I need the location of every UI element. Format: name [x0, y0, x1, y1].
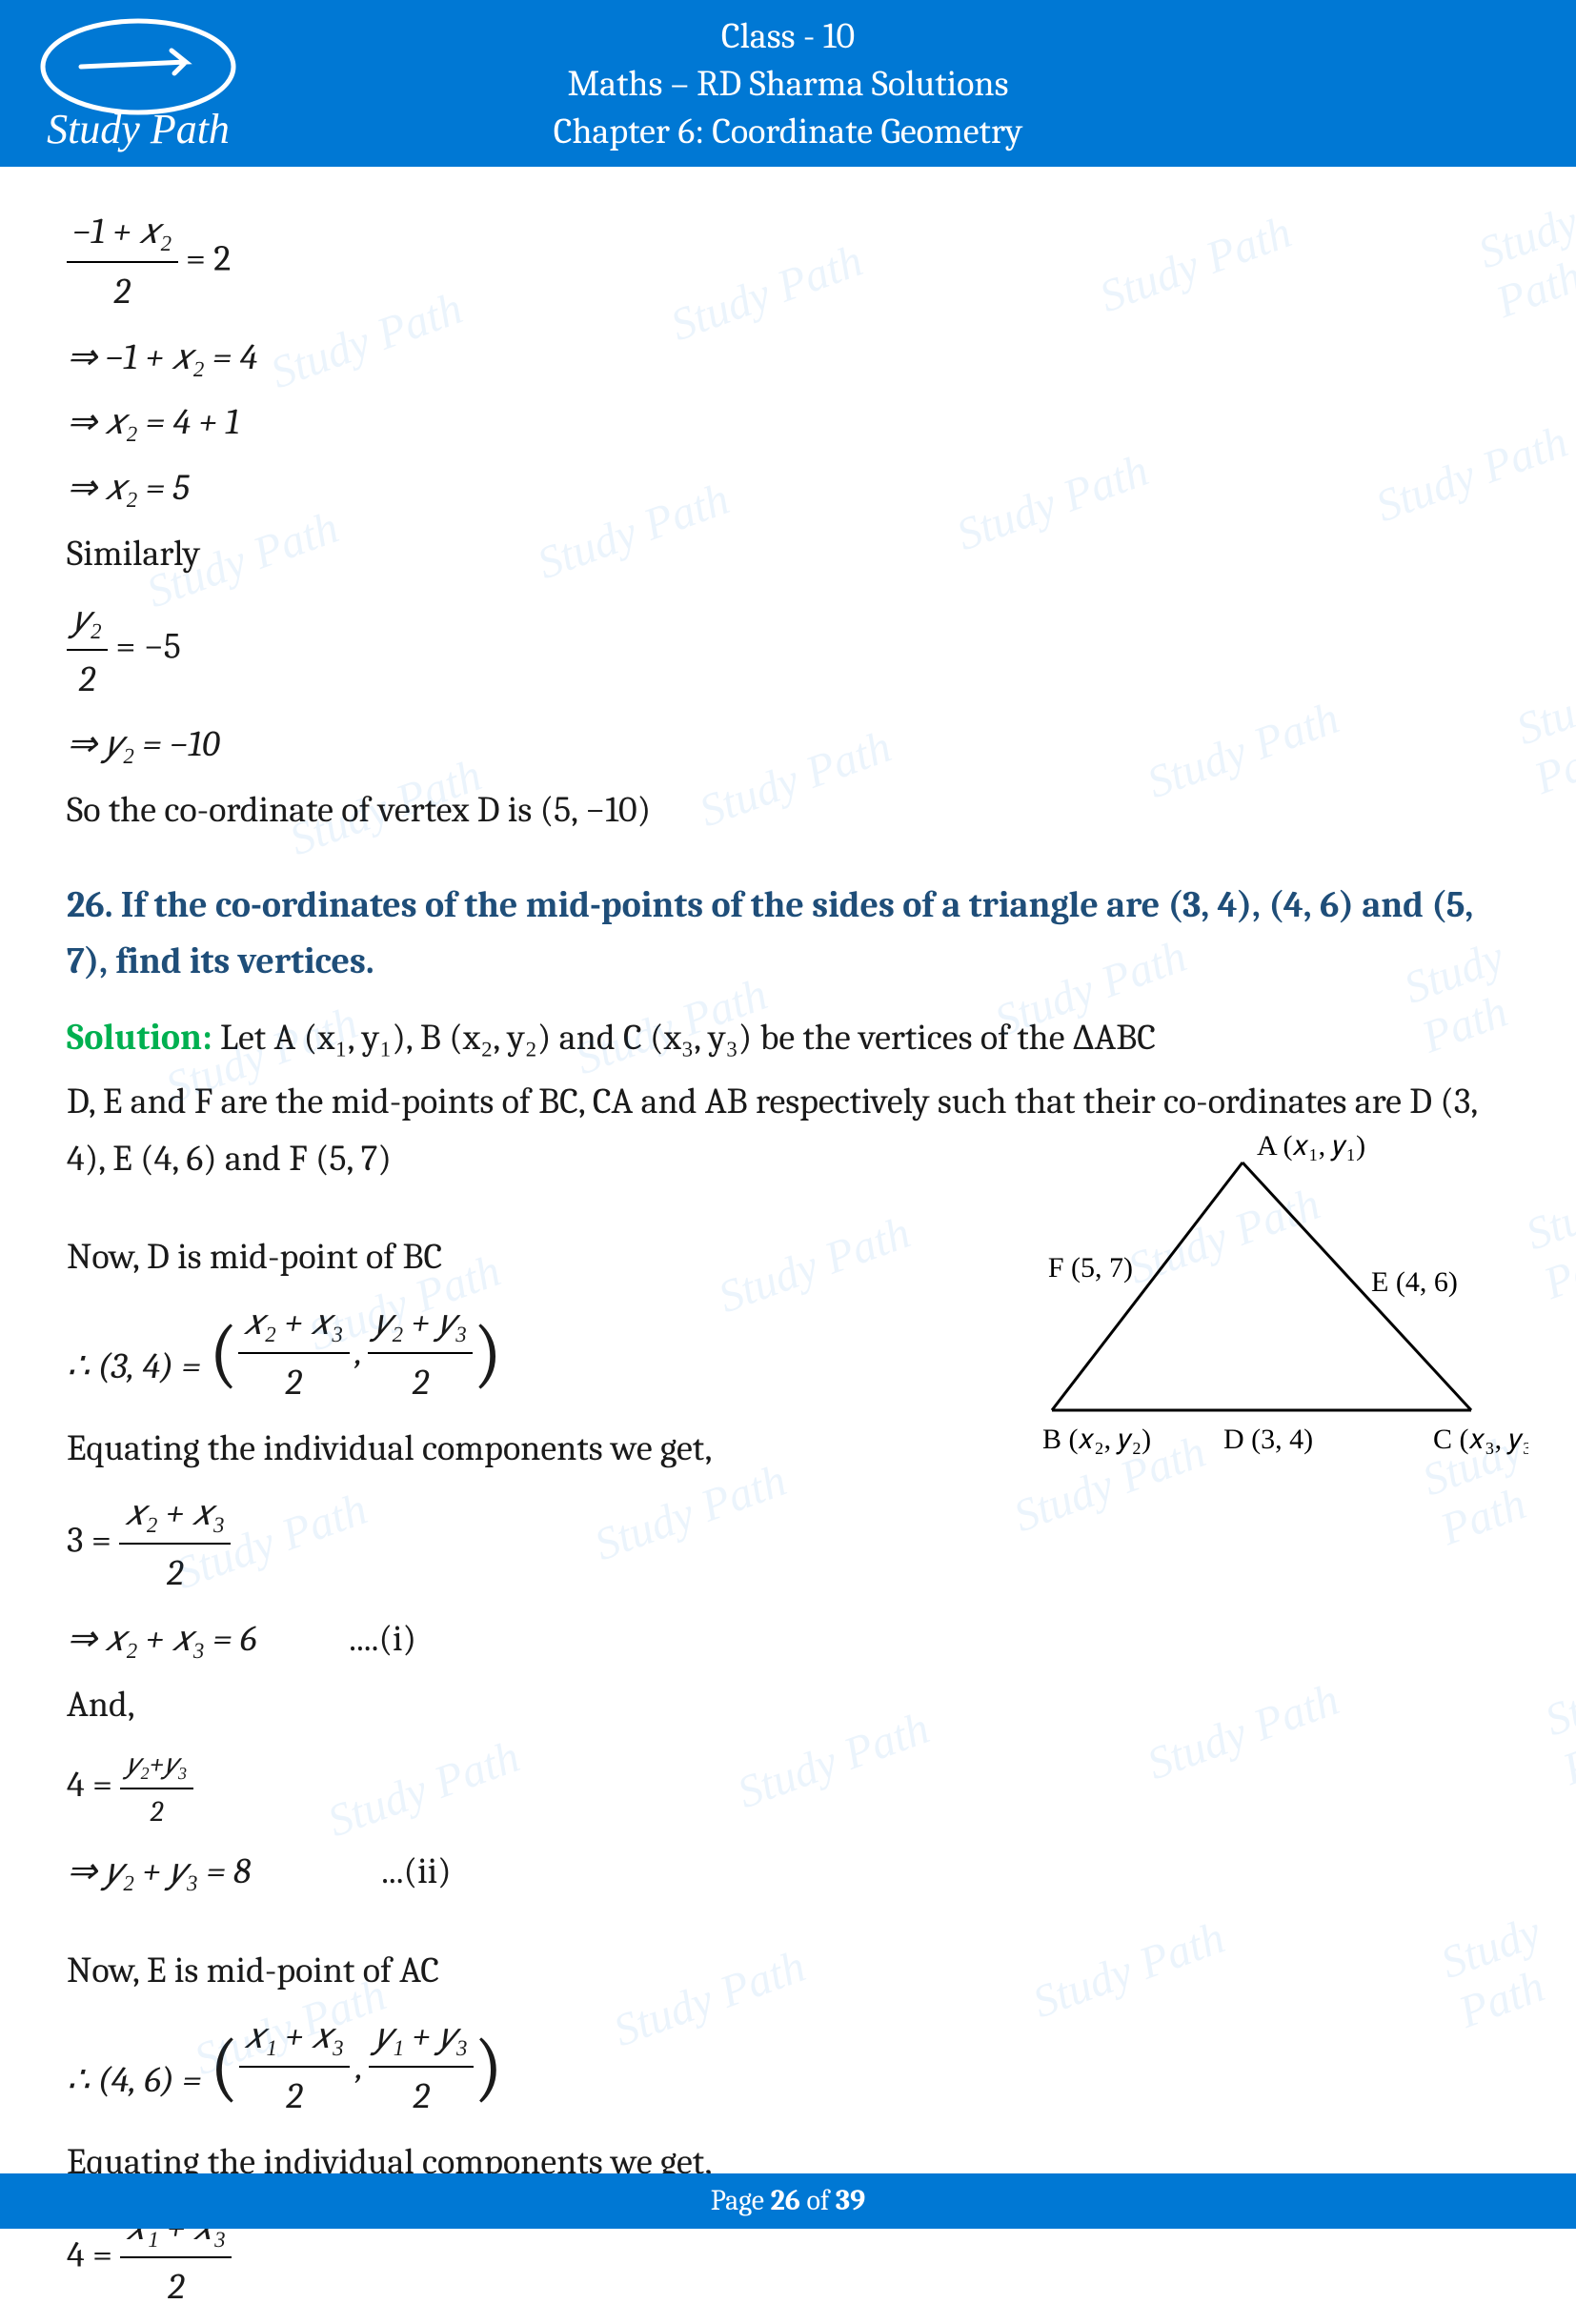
- page-header: Study Path Class - 10 Maths – RD Sharma …: [0, 0, 1576, 167]
- e-midpoint: Now, E is mid-point of AC: [67, 1942, 1509, 2000]
- svg-text:E (4, 6): E (4, 6): [1371, 1266, 1458, 1298]
- study-path-logo: Study Path: [24, 14, 253, 157]
- eq4: ⇒ 𝑥₂ = 5: [67, 459, 1509, 517]
- svg-text:C (𝑥₃, 𝑦₃): C (𝑥₃, 𝑦₃): [1433, 1424, 1528, 1455]
- header-class: Class - 10: [721, 15, 855, 57]
- solution-intro: Solution: Let A (x₁, y₁), B (x₂, y₂) and…: [67, 1009, 1509, 1067]
- eq3: ⇒ 𝑥₂ = 4 + 1: [67, 394, 1509, 452]
- eq-frac-5: 𝑦₂2 = −5: [67, 591, 1509, 709]
- header-chapter: Chapter 6: Coordinate Geometry: [554, 111, 1022, 152]
- svg-text:B (𝑥₂, 𝑦₂): B (𝑥₂, 𝑦₂): [1042, 1424, 1151, 1455]
- and-text: And,: [67, 1676, 1509, 1734]
- eq6: ⇒ 𝑦₂ = −10: [67, 716, 1509, 774]
- d-x-result: ⇒ 𝑥₂ + 𝑥₃ = 6 ....(i): [67, 1610, 1509, 1668]
- question-26: 26. If the co-ordinates of the mid-point…: [67, 878, 1509, 990]
- d-y-result: ⇒ 𝑦₂ + 𝑦₃ = 8 ...(ii): [67, 1843, 1509, 1901]
- triangle-diagram: A (𝑥₁, 𝑦₁) B (𝑥₂, 𝑦₂) C (𝑥₃, 𝑦₃) D (3, 4) E …: [995, 1124, 1528, 1525]
- prev-conclusion: So the co-ordinate of vertex D is (5, −1…: [67, 781, 1509, 839]
- similarly: Similarly: [67, 525, 1509, 583]
- page-footer: Page 26 of 39: [0, 2173, 1576, 2229]
- eq-frac-1: −1 + 𝑥₂2 = 2: [67, 203, 1509, 321]
- svg-text:D (3, 4): D (3, 4): [1223, 1424, 1313, 1455]
- header-subject: Maths – RD Sharma Solutions: [567, 63, 1008, 105]
- solution-label: Solution:: [67, 1017, 212, 1059]
- e-eq: ∴ (4, 6) = ( 𝑥₁ + 𝑥₃2 , 𝑦₁ + 𝑦₃2 ): [67, 2008, 1509, 2126]
- svg-text:A (𝑥₁, 𝑦₁): A (𝑥₁, 𝑦₁): [1257, 1130, 1365, 1162]
- eq2: ⇒ −1 + 𝑥₂ = 4: [67, 329, 1509, 387]
- d-y-eq: 4 = 𝑦₂+𝑦₃2: [67, 1742, 1509, 1835]
- svg-text:Study Path: Study Path: [47, 106, 230, 152]
- svg-text:F (5, 7): F (5, 7): [1048, 1252, 1133, 1283]
